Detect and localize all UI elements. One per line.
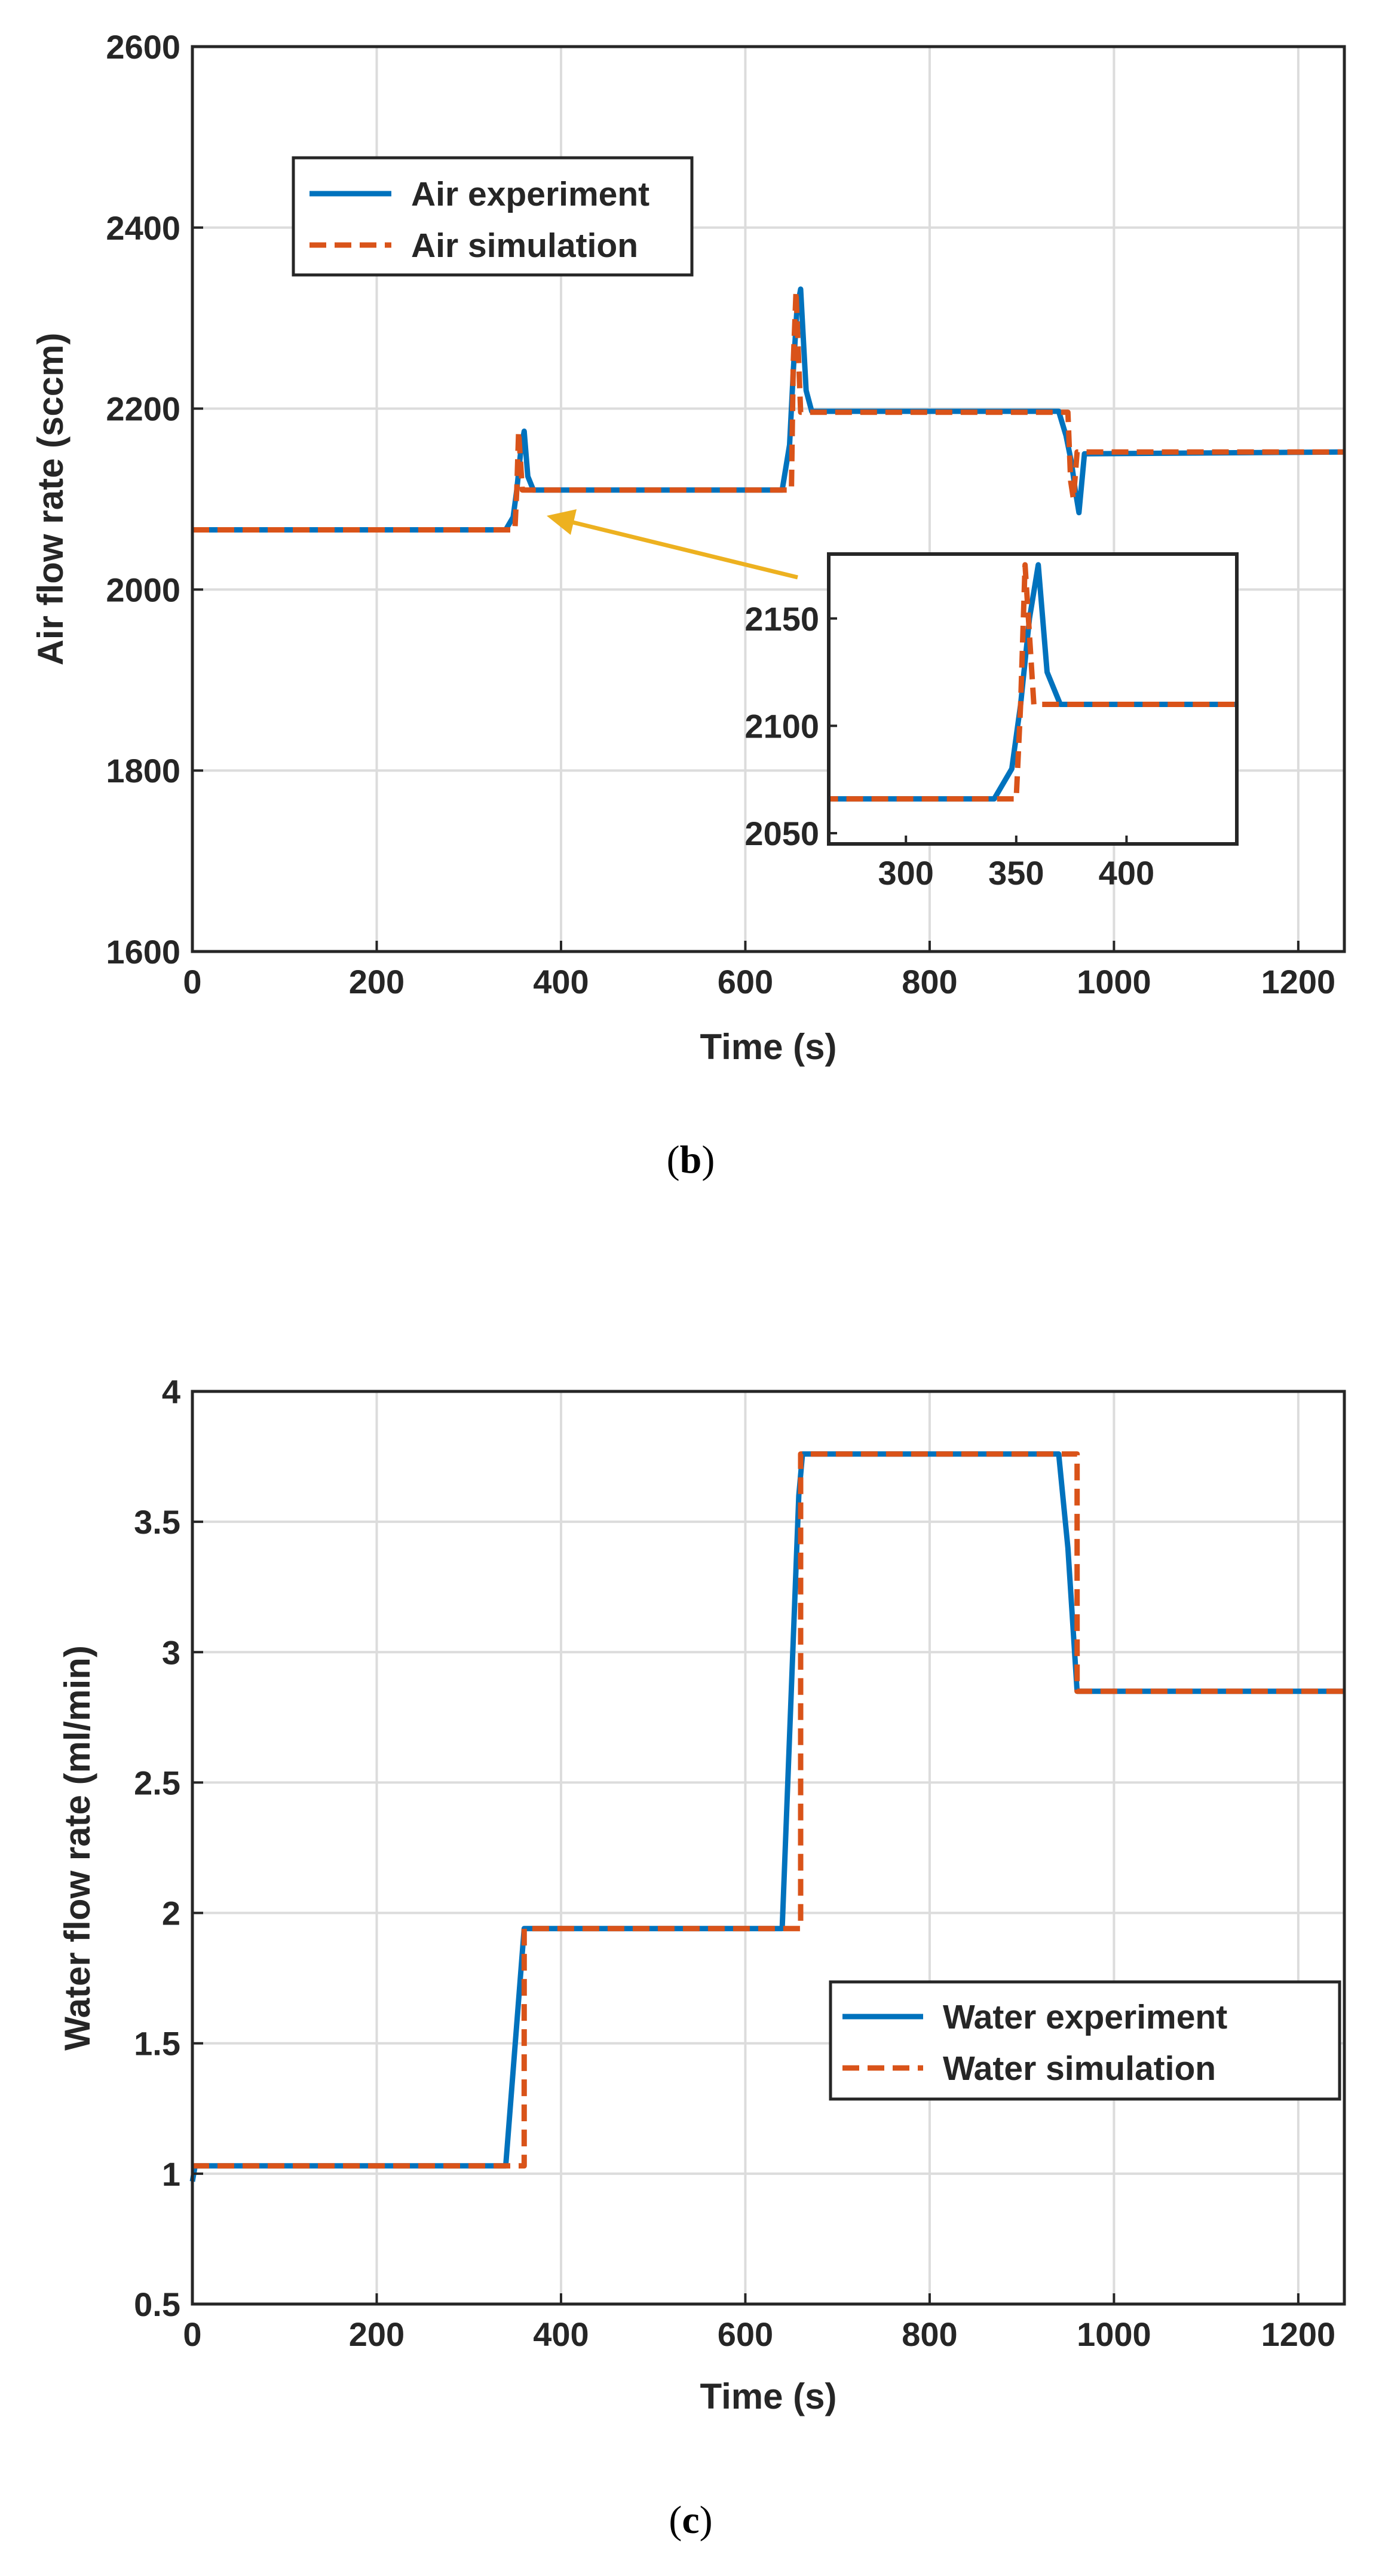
water-chart-grid: [192, 1391, 1344, 2304]
air-chart-legend: Air experiment Air simulation: [292, 156, 694, 277]
x-tick-label: 400: [533, 2315, 589, 2353]
y-tick-label: 2200: [106, 390, 180, 428]
x-tick-label: 0: [183, 963, 201, 1001]
inset-series: [829, 562, 1237, 802]
y-tick-label: 1600: [106, 933, 180, 971]
inset-frame: [827, 552, 1239, 846]
inset-y-tick-label: 2100: [744, 707, 819, 745]
x-tick-label: 600: [718, 963, 773, 1001]
air-chart-ticks: 0 200 400 600 800 1000 1200 1600 1800 2000 2200 240…: [106, 28, 1335, 1001]
inset-experiment-line: [829, 562, 1237, 802]
air-chart-x-label: Time (s): [700, 1027, 837, 1067]
air-chart-y-label: Air flow rate (sccm): [30, 333, 71, 666]
x-tick-label: 0: [183, 2315, 201, 2353]
air-simulation-line: [192, 288, 1344, 533]
air-legend-box: [292, 156, 694, 277]
water-simulation-line: [192, 1451, 1344, 2169]
water-chart-legend: Water experiment Water simulation: [829, 1980, 1341, 2101]
y-tick-label: 3.5: [134, 1503, 180, 1541]
caption-c-open: (: [669, 2498, 682, 2542]
x-tick-label: 800: [902, 963, 957, 1001]
caption-c-close: ): [700, 2498, 713, 2542]
water-chart-series: [189, 1451, 1344, 2182]
water-experiment-legend-label: Water experiment: [943, 1998, 1227, 2036]
x-tick-label: 200: [349, 963, 405, 1001]
x-tick-label: 1000: [1077, 963, 1151, 1001]
y-tick-label: 4: [162, 1373, 180, 1411]
air-experiment-legend-label: Air experiment: [411, 175, 649, 213]
water-chart-x-label: Time (s): [700, 2376, 837, 2416]
caption-b-close: ): [701, 1138, 715, 1182]
water-chart-axes-box: [191, 1390, 1346, 2306]
y-tick-label: 1.5: [134, 2025, 180, 2063]
x-tick-label: 400: [533, 963, 589, 1001]
caption-c-letter: c: [682, 2498, 699, 2542]
caption-c: (c): [669, 2498, 712, 2542]
zoom-arrow-line: [570, 519, 798, 580]
y-tick-label: 2600: [106, 28, 180, 66]
x-tick-label: 1200: [1261, 2315, 1336, 2353]
x-tick-label: 800: [902, 2315, 957, 2353]
x-tick-label: 600: [718, 2315, 773, 2353]
inset-y-tick-label: 2150: [744, 600, 819, 638]
water-simulation-legend-label: Water simulation: [943, 2049, 1216, 2088]
y-tick-label: 2000: [106, 571, 180, 608]
water-chart-ticks: 0 200 400 600 800 1000 1200 0.5 1 1.5 2 2.5 3 3.5 4: [134, 1373, 1335, 2353]
caption-b: (b): [667, 1138, 715, 1182]
y-tick-label: 1800: [106, 752, 180, 790]
y-tick-label: 0.5: [134, 2286, 180, 2323]
caption-b-open: (: [667, 1138, 680, 1182]
x-tick-label: 1200: [1261, 963, 1336, 1001]
caption-b-letter: b: [680, 1138, 702, 1182]
inset-simulation-line: [829, 562, 1237, 802]
air-chart-series: [192, 286, 1345, 533]
water-chart-y-label: Water flow rate (ml/min): [57, 1645, 97, 2051]
zoom-arrow: [547, 509, 798, 580]
y-tick-label: 1: [162, 2155, 180, 2193]
y-tick-label: 3: [162, 1633, 180, 1671]
air-flow-chart: 300 350 400 2050 2100 2150 0 200 400 600 800 1000 1…: [30, 28, 1346, 1182]
water-legend-box: [829, 1980, 1341, 2101]
inset-x-tick-label: 400: [1099, 854, 1154, 892]
x-tick-label: 200: [349, 2315, 405, 2353]
zoom-arrowhead-icon: [547, 509, 577, 535]
water-flow-chart: Water experiment Water simulation 0 200 40…: [57, 1373, 1346, 2542]
y-tick-label: 2400: [106, 209, 180, 247]
zoom-inset: 300 350 400 2050 2100 2150: [744, 552, 1239, 892]
inset-y-tick-label: 2050: [744, 815, 819, 852]
x-tick-label: 1000: [1077, 2315, 1151, 2353]
inset-ticks: 300 350 400 2050 2100 2150: [744, 600, 1154, 892]
air-simulation-legend-label: Air simulation: [411, 227, 638, 265]
air-chart-axes-box: [191, 45, 1346, 953]
y-tick-label: 2: [162, 1895, 180, 1932]
y-tick-label: 2.5: [134, 1764, 180, 1801]
inset-x-tick-label: 300: [878, 854, 933, 892]
inset-x-tick-label: 350: [988, 854, 1044, 892]
